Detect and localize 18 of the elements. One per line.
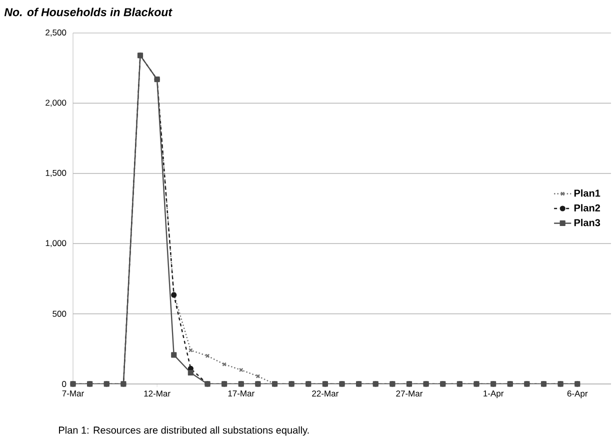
y-tick-label: 2,000 <box>46 100 66 107</box>
text: Plan 1: Resources are distributed all substations equally. <box>59 426 309 436</box>
y-tick-label: 500 <box>52 310 66 317</box>
x-tick-label: 1-Apr <box>484 390 504 398</box>
legend-label: Plan1 <box>574 189 600 197</box>
x-tick-label: 22-Mar <box>312 390 338 397</box>
legend-label: Plan2 <box>574 204 600 212</box>
y-tick-label: 1,000 <box>46 240 66 248</box>
y-tick-label: 0 <box>62 380 66 387</box>
x-tick-label: 7-Mar <box>62 390 84 396</box>
y-tick-label: 2,500 <box>46 29 66 37</box>
x-tick-label: 12-Mar <box>144 390 170 397</box>
x-tick-label: 6-Apr <box>567 390 588 398</box>
x-tick-label: 27-Mar <box>396 390 423 397</box>
chart-title: No. of Households in Blackout <box>4 8 172 16</box>
y-tick-label: 1,500 <box>46 170 66 177</box>
legend-label: Plan3 <box>574 218 600 226</box>
x-tick-label: 17-Mar <box>228 390 254 396</box>
